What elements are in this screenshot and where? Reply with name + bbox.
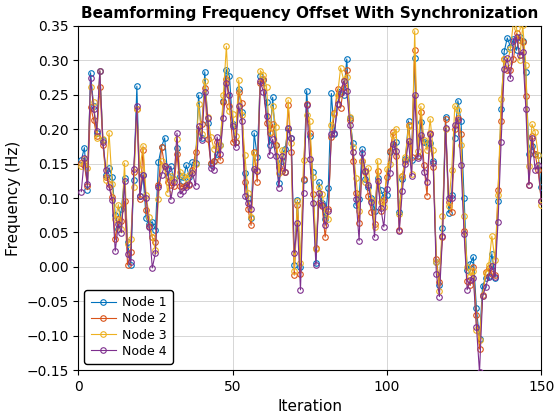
Line: Node 1: Node 1	[78, 34, 544, 342]
Node 3	[78, 163, 85, 168]
Node 1	[396, 209, 403, 214]
Y-axis label: Frequency (Hz): Frequency (Hz)	[6, 140, 21, 256]
Title: Beamforming Frequency Offset With Synchronization: Beamforming Frequency Offset With Synchr…	[81, 5, 538, 21]
Node 4	[396, 229, 403, 234]
Node 2	[396, 228, 403, 233]
Node 2	[513, 31, 520, 36]
Node 1	[538, 185, 545, 190]
Node 3	[337, 66, 344, 71]
Node 4	[513, 34, 520, 39]
Node 2	[476, 346, 483, 352]
Node 3	[260, 72, 267, 77]
Node 2	[260, 77, 267, 82]
Node 3	[458, 143, 464, 148]
Line: Node 3: Node 3	[78, 19, 544, 343]
Node 4	[337, 90, 344, 95]
Node 1	[78, 158, 85, 163]
Node 4	[458, 162, 464, 167]
Node 3	[319, 192, 325, 197]
Node 1	[229, 122, 236, 127]
Node 2	[458, 132, 464, 137]
Node 3	[510, 19, 517, 24]
Node 1	[260, 78, 267, 83]
Node 2	[337, 106, 344, 111]
Node 4	[319, 203, 325, 208]
Line: Node 2: Node 2	[78, 31, 544, 352]
Node 1	[337, 89, 344, 94]
Node 1	[319, 200, 325, 205]
Node 1	[458, 118, 464, 123]
Node 2	[538, 198, 545, 203]
Node 2	[229, 139, 236, 144]
Node 1	[516, 34, 523, 39]
Node 4	[78, 189, 85, 194]
X-axis label: Iteration: Iteration	[277, 399, 342, 415]
Node 2	[319, 204, 325, 209]
Legend: Node 1, Node 2, Node 3, Node 4: Node 1, Node 2, Node 3, Node 4	[85, 290, 173, 364]
Node 3	[396, 212, 403, 217]
Node 3	[538, 203, 545, 208]
Node 4	[476, 370, 483, 375]
Node 3	[229, 111, 236, 116]
Node 4	[538, 199, 545, 204]
Node 2	[78, 160, 85, 165]
Node 4	[229, 123, 236, 129]
Node 1	[476, 337, 483, 342]
Line: Node 4: Node 4	[78, 34, 544, 375]
Node 3	[476, 338, 483, 343]
Node 4	[260, 89, 267, 94]
